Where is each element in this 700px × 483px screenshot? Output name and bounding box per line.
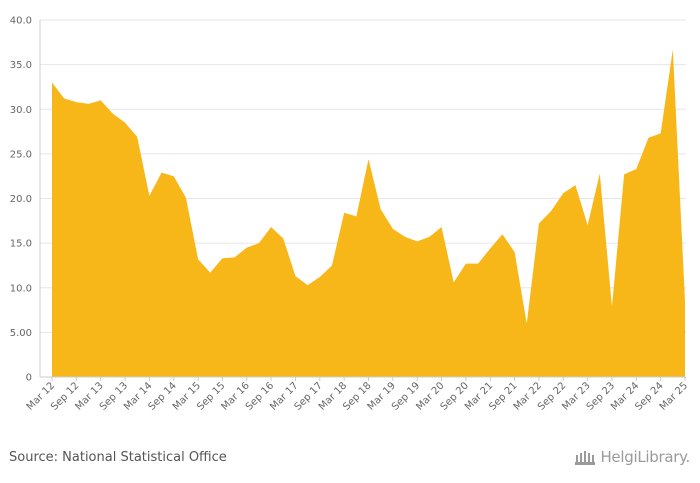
data-point[interactable] [111, 112, 115, 116]
data-point[interactable] [586, 223, 590, 227]
data-point[interactable] [683, 299, 687, 303]
data-point[interactable] [184, 196, 188, 200]
data-point[interactable] [99, 98, 103, 102]
data-point[interactable] [500, 232, 504, 236]
data-point[interactable] [403, 235, 407, 239]
data-point[interactable] [123, 121, 127, 125]
data-point[interactable] [330, 263, 334, 267]
y-tick-label: 25.0 [10, 149, 32, 160]
data-point[interactable] [452, 280, 456, 284]
chart-area: 0 5.00 10.0 15.0 20.0 25.0 30.0 35.0 40.0 Mar 12… [10, 16, 690, 413]
data-point[interactable] [354, 214, 358, 218]
data-point[interactable] [196, 257, 200, 261]
data-point[interactable] [342, 211, 346, 215]
data-point[interactable] [415, 239, 419, 243]
data-point[interactable] [269, 225, 273, 229]
data-point[interactable] [62, 97, 66, 101]
data-point[interactable] [172, 174, 176, 178]
brand-name: HelgiLibrary. [600, 448, 690, 466]
y-tick-label: 40.0 [10, 16, 32, 27]
y-tick-label: 35.0 [10, 60, 32, 71]
data-point[interactable] [464, 262, 468, 266]
data-point[interactable] [440, 225, 444, 229]
data-point[interactable] [488, 246, 492, 250]
library-icon [575, 451, 596, 465]
data-point[interactable] [671, 47, 675, 51]
data-point[interactable] [208, 271, 212, 275]
data-point[interactable] [598, 172, 602, 176]
axes [39, 20, 686, 378]
y-tick-label: 30.0 [10, 105, 32, 116]
area-series [50, 47, 687, 377]
data-point[interactable] [257, 241, 261, 245]
data-point[interactable] [525, 321, 529, 325]
chart-footer: Source: National Statistical Office Helg… [0, 440, 700, 483]
data-point[interactable] [513, 250, 517, 254]
data-point[interactable] [634, 167, 638, 171]
data-point[interactable] [306, 283, 310, 287]
data-point[interactable] [135, 135, 139, 139]
y-tick-label: 10.0 [10, 283, 32, 294]
data-point[interactable] [646, 136, 650, 140]
data-point[interactable] [549, 209, 553, 213]
data-point[interactable] [245, 246, 249, 250]
data-point[interactable] [427, 235, 431, 239]
data-point[interactable] [233, 255, 237, 259]
data-point[interactable] [293, 274, 297, 278]
data-point[interactable] [220, 256, 224, 260]
data-point[interactable] [147, 194, 151, 198]
data-point[interactable] [391, 227, 395, 231]
brand-logo[interactable]: HelgiLibrary. [574, 448, 690, 466]
data-point[interactable] [476, 262, 480, 266]
area-fill[interactable] [52, 49, 685, 377]
data-point[interactable] [561, 191, 565, 195]
data-point[interactable] [160, 171, 164, 175]
data-point[interactable] [87, 102, 91, 106]
data-point[interactable] [622, 172, 626, 176]
data-point[interactable] [281, 237, 285, 241]
data-point[interactable] [573, 183, 577, 187]
data-point[interactable] [367, 157, 371, 161]
data-point[interactable] [379, 207, 383, 211]
y-tick-label: 5.00 [10, 328, 32, 339]
source-note: Source: National Statistical Office [9, 450, 227, 465]
area-chart: 0 5.00 10.0 15.0 20.0 25.0 30.0 35.0 40.0 Mar 12… [10, 16, 690, 413]
y-tick-label: 20.0 [10, 194, 32, 205]
data-point[interactable] [537, 221, 541, 225]
y-axis-ticks: 0 5.00 10.0 15.0 20.0 25.0 30.0 35.0 40.0 [10, 16, 32, 384]
y-tick-label: 15.0 [10, 239, 32, 250]
data-point[interactable] [659, 131, 663, 135]
data-point[interactable] [318, 275, 322, 279]
y-tick-label: 0 [26, 373, 32, 384]
data-point[interactable] [50, 80, 54, 84]
data-point[interactable] [610, 304, 614, 308]
data-point[interactable] [74, 100, 78, 104]
